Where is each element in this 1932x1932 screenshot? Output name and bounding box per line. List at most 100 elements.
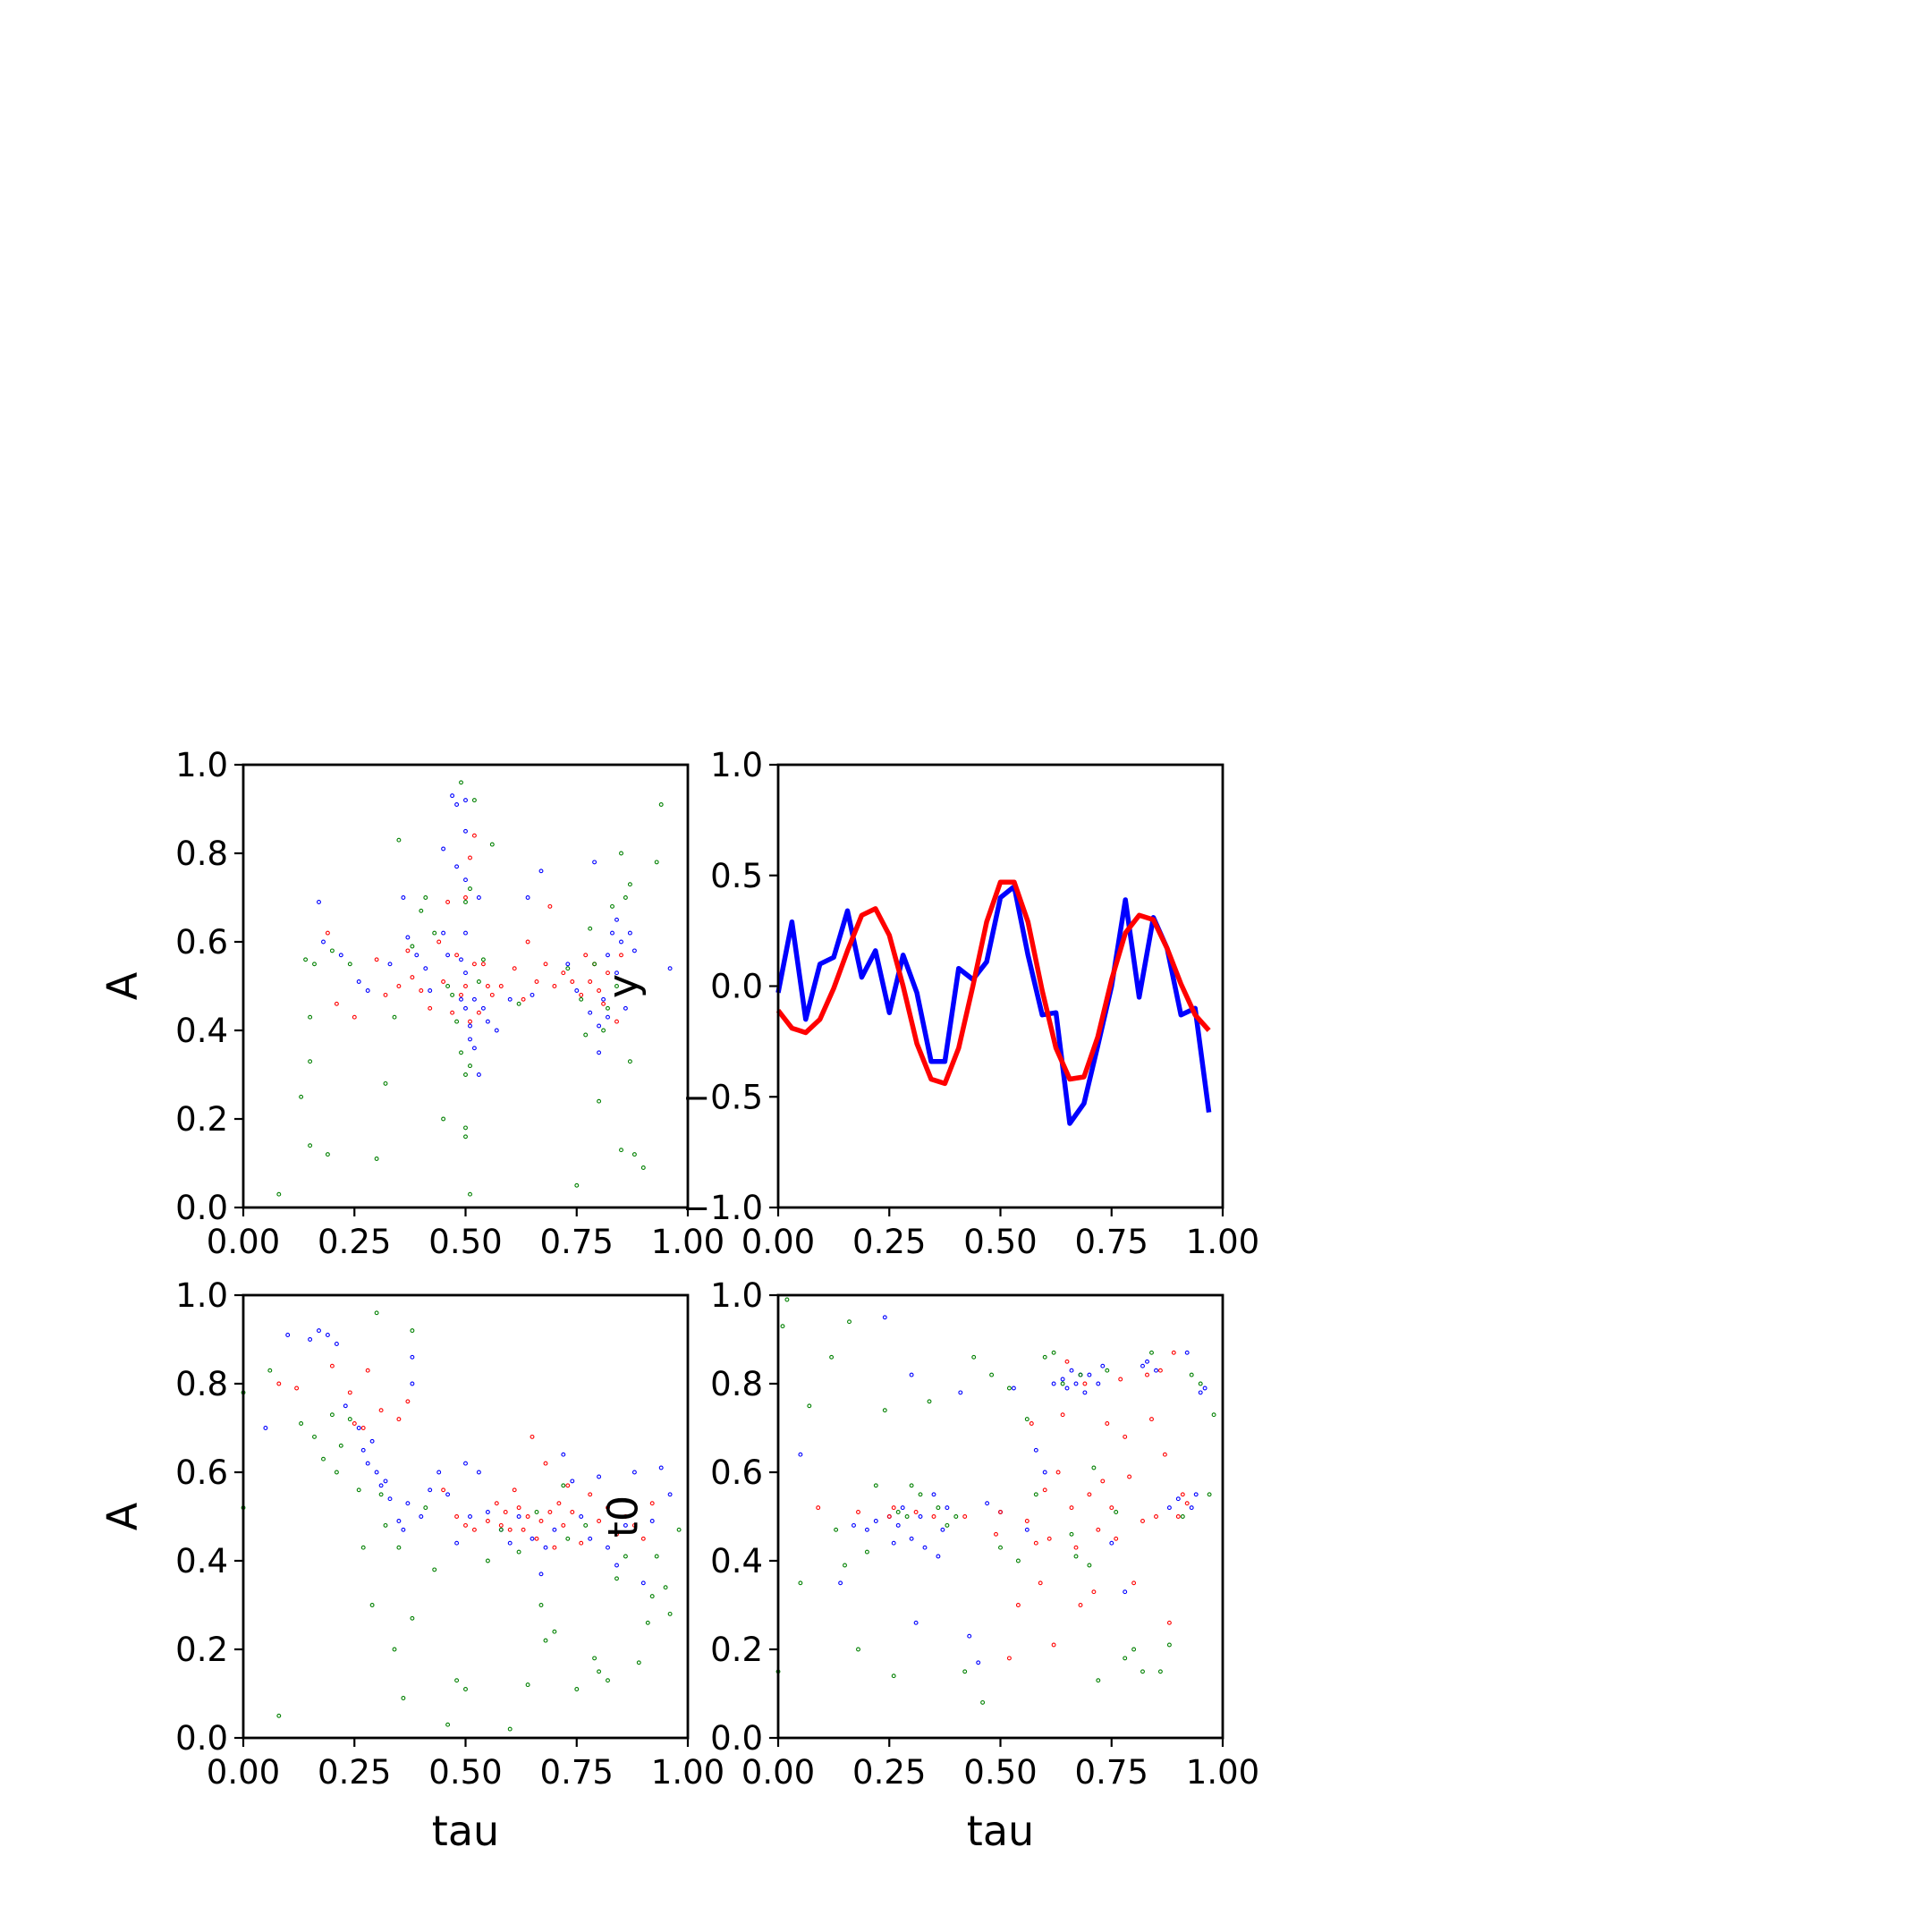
point-green-49 bbox=[663, 1585, 668, 1590]
point-red-35 bbox=[597, 1519, 602, 1523]
point-red-40 bbox=[597, 988, 602, 993]
point-green-52 bbox=[1211, 1412, 1216, 1418]
point-blue-20 bbox=[419, 1514, 424, 1519]
point-green-4 bbox=[807, 1403, 812, 1409]
point-green-13 bbox=[369, 1603, 375, 1607]
point-green-0 bbox=[780, 1324, 785, 1329]
point-blue-40 bbox=[1140, 1363, 1145, 1368]
point-red-12 bbox=[1029, 1421, 1034, 1426]
point-red-24 bbox=[485, 984, 490, 988]
x-tick-label: 0.50 bbox=[428, 1223, 502, 1261]
point-red-9 bbox=[1006, 1656, 1012, 1661]
point-green-38 bbox=[1091, 1465, 1097, 1470]
point-blue-18 bbox=[945, 1505, 950, 1511]
point-green-36 bbox=[1078, 1372, 1083, 1377]
point-blue-42 bbox=[614, 1563, 619, 1568]
point-red-2 bbox=[352, 1014, 357, 1020]
point-green-44 bbox=[623, 1554, 628, 1559]
point-blue-40 bbox=[588, 1010, 593, 1015]
y-tick-label: 0.2 bbox=[175, 1100, 228, 1139]
point-blue-17 bbox=[405, 1501, 411, 1506]
y-tick-label: 0.6 bbox=[175, 923, 228, 962]
point-blue-52 bbox=[627, 930, 632, 936]
x-tick-label: 0.25 bbox=[318, 1753, 391, 1792]
panel-bottom-right: 0.00 0.25 0.50 0.75 1.000.00.20.40.60.81.0ta… bbox=[599, 1276, 1260, 1855]
point-green-28 bbox=[498, 1527, 504, 1532]
point-green-20 bbox=[410, 1615, 415, 1621]
point-blue-28 bbox=[1051, 1381, 1056, 1386]
point-red-20 bbox=[1064, 1359, 1070, 1364]
point-red-21 bbox=[471, 962, 477, 967]
point-blue-6 bbox=[343, 1403, 348, 1409]
point-blue-2 bbox=[852, 1522, 856, 1528]
point-green-30 bbox=[516, 1549, 521, 1555]
point-green-21 bbox=[454, 1019, 460, 1024]
point-blue-12 bbox=[378, 1483, 384, 1488]
point-blue-25 bbox=[463, 1461, 468, 1466]
point-green-41 bbox=[592, 962, 597, 967]
point-red-29 bbox=[556, 1501, 562, 1506]
plot-area bbox=[241, 1310, 682, 1732]
point-blue-17 bbox=[459, 957, 463, 962]
point-green-40 bbox=[588, 926, 593, 931]
point-blue-43 bbox=[623, 1522, 628, 1528]
point-green-48 bbox=[619, 1148, 623, 1153]
point-red-24 bbox=[534, 1536, 539, 1541]
point-red-27 bbox=[1096, 1527, 1101, 1532]
point-blue-9 bbox=[900, 1505, 905, 1511]
point-blue-1 bbox=[838, 1580, 843, 1586]
point-red-1 bbox=[294, 1385, 300, 1391]
point-blue-32 bbox=[485, 1019, 490, 1024]
point-green-6 bbox=[834, 1527, 839, 1532]
point-red-10 bbox=[436, 939, 442, 945]
point-green-26 bbox=[463, 1687, 468, 1691]
point-green-51 bbox=[676, 1527, 682, 1532]
point-green-43 bbox=[614, 1576, 619, 1581]
point-blue-32 bbox=[530, 1536, 535, 1541]
point-blue-27 bbox=[471, 996, 477, 1002]
point-blue-48 bbox=[667, 1492, 673, 1497]
y-tick-label: −0.5 bbox=[682, 1078, 763, 1116]
point-red-25 bbox=[538, 1519, 544, 1523]
point-blue-22 bbox=[436, 1470, 442, 1475]
y-tick-label: 0.0 bbox=[175, 1189, 228, 1227]
point-green-39 bbox=[1096, 1678, 1101, 1683]
point-green-21 bbox=[410, 1328, 415, 1334]
point-green-16 bbox=[423, 895, 428, 900]
point-green-5 bbox=[308, 1143, 313, 1148]
point-blue-30 bbox=[507, 1540, 513, 1546]
point-red-23 bbox=[1078, 1603, 1083, 1607]
point-blue-41 bbox=[1145, 1359, 1149, 1364]
point-red-31 bbox=[565, 1483, 571, 1488]
x-tick-label: 1.00 bbox=[1186, 1223, 1259, 1261]
y-axis-label: A bbox=[98, 971, 147, 1000]
point-red-26 bbox=[543, 1461, 548, 1466]
point-blue-3 bbox=[864, 1527, 869, 1532]
point-green-35 bbox=[552, 1629, 557, 1634]
point-blue-20 bbox=[967, 1633, 972, 1639]
point-green-6 bbox=[312, 962, 317, 967]
y-tick-label: 0.4 bbox=[175, 1542, 228, 1580]
x-tick-label: 1.00 bbox=[651, 1223, 724, 1261]
point-red-44 bbox=[1175, 1514, 1181, 1519]
point-green-25 bbox=[989, 1372, 995, 1377]
point-red-43 bbox=[614, 1019, 619, 1024]
point-green-19 bbox=[401, 1696, 406, 1700]
point-red-31 bbox=[1114, 1536, 1119, 1541]
point-red-23 bbox=[530, 1434, 535, 1439]
point-blue-36 bbox=[561, 1452, 566, 1457]
point-blue-35 bbox=[1087, 1372, 1092, 1377]
point-blue-5 bbox=[882, 1315, 887, 1320]
point-green-30 bbox=[468, 1191, 472, 1197]
point-red-20 bbox=[471, 833, 477, 838]
point-blue-27 bbox=[476, 1470, 481, 1475]
point-red-0 bbox=[816, 1505, 821, 1511]
point-blue-35 bbox=[552, 1527, 557, 1532]
point-blue-21 bbox=[976, 1660, 981, 1665]
point-red-30 bbox=[534, 979, 539, 984]
point-green-45 bbox=[1149, 1350, 1154, 1355]
point-blue-32 bbox=[1073, 1381, 1079, 1386]
point-red-26 bbox=[498, 984, 504, 988]
point-green-45 bbox=[610, 903, 614, 909]
point-blue-11 bbox=[441, 930, 446, 936]
